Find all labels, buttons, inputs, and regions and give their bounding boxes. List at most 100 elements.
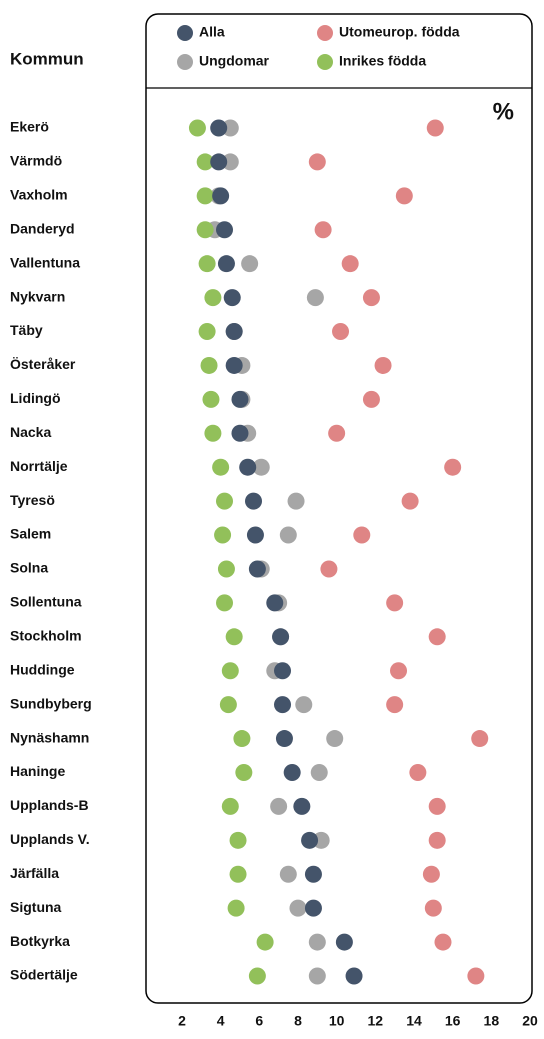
dot (314, 221, 332, 239)
dot (428, 831, 446, 849)
plot-frame (145, 13, 533, 1004)
y-tick-label: Järfälla (10, 865, 59, 881)
dot (434, 933, 452, 951)
x-tick-label: 4 (217, 1013, 225, 1029)
dot (409, 763, 427, 781)
dot (221, 662, 239, 680)
dot (279, 865, 297, 883)
dot (308, 153, 326, 171)
y-tick-label: Upplands V. (10, 831, 90, 847)
x-tick-label: 2 (178, 1013, 186, 1029)
dot (274, 662, 292, 680)
dot (241, 255, 259, 273)
dot (467, 967, 485, 985)
dot (386, 696, 404, 714)
dot (198, 323, 216, 341)
dot (256, 933, 274, 951)
dot (471, 730, 489, 748)
dot (217, 560, 235, 578)
x-tick-label: 8 (294, 1013, 302, 1029)
x-tick-label: 16 (445, 1013, 461, 1029)
y-tick-label: Haninge (10, 763, 65, 779)
dot (204, 289, 222, 307)
y-tick-label: Vaxholm (10, 187, 68, 203)
dot (293, 797, 311, 815)
dot (246, 526, 264, 544)
y-tick-label: Nykvarn (10, 288, 65, 304)
x-tick-label: 20 (522, 1013, 538, 1029)
legend-marker (177, 25, 193, 41)
y-tick-label: Stockholm (10, 628, 82, 644)
dot (198, 255, 216, 273)
dot (223, 289, 241, 307)
dot (231, 424, 249, 442)
dot (229, 831, 247, 849)
y-tick-label: Sollentuna (10, 594, 82, 610)
dot (227, 899, 245, 917)
dot (279, 526, 297, 544)
y-tick-label: Danderyd (10, 220, 75, 236)
dot (202, 390, 220, 408)
dot (308, 933, 326, 951)
dot (212, 187, 230, 205)
dot (216, 492, 234, 510)
dot (395, 187, 413, 205)
dot (326, 730, 344, 748)
dot (196, 187, 214, 205)
dot (188, 119, 206, 137)
legend-label: Inrikes födda (339, 53, 426, 69)
y-tick-label: Solna (10, 560, 48, 576)
legend-marker (317, 25, 333, 41)
dot (233, 730, 251, 748)
dot (216, 594, 234, 612)
x-tick-label: 10 (329, 1013, 345, 1029)
dot (214, 526, 232, 544)
x-tick-label: 12 (368, 1013, 384, 1029)
dot (219, 696, 237, 714)
dot (341, 255, 359, 273)
dot (335, 933, 353, 951)
dot (248, 967, 266, 985)
legend-marker (317, 54, 333, 70)
dot (196, 221, 214, 239)
legend-label: Utomeurop. födda (339, 24, 460, 40)
y-tick-label: Värmdö (10, 153, 62, 169)
dot (221, 797, 239, 815)
y-tick-label: Täby (10, 322, 43, 338)
dot (204, 424, 222, 442)
dot (374, 356, 392, 374)
dot (353, 526, 371, 544)
y-tick-label: Lidingö (10, 390, 61, 406)
y-tick-label: Upplands-B (10, 797, 89, 813)
dot (304, 865, 322, 883)
legend-label: Alla (199, 24, 225, 40)
dot (266, 594, 284, 612)
dot (210, 119, 228, 137)
y-tick-label: Huddinge (10, 661, 75, 677)
category-header: Kommun (10, 49, 84, 68)
dot (212, 458, 230, 476)
dot (320, 560, 338, 578)
dot (306, 289, 324, 307)
dot (295, 696, 313, 714)
dot (428, 628, 446, 646)
dot (229, 865, 247, 883)
dot (225, 628, 243, 646)
dot (216, 221, 234, 239)
legend-marker (177, 54, 193, 70)
y-tick-label: Österåker (10, 356, 76, 372)
y-tick-label: Sigtuna (10, 899, 62, 915)
dot (424, 899, 442, 917)
dot (301, 831, 319, 849)
dot (210, 153, 228, 171)
dot (272, 628, 290, 646)
dot (362, 289, 380, 307)
dot (401, 492, 419, 510)
dot (308, 967, 326, 985)
dot (386, 594, 404, 612)
dot (362, 390, 380, 408)
dot (225, 356, 243, 374)
dot (275, 730, 293, 748)
dot (289, 899, 307, 917)
